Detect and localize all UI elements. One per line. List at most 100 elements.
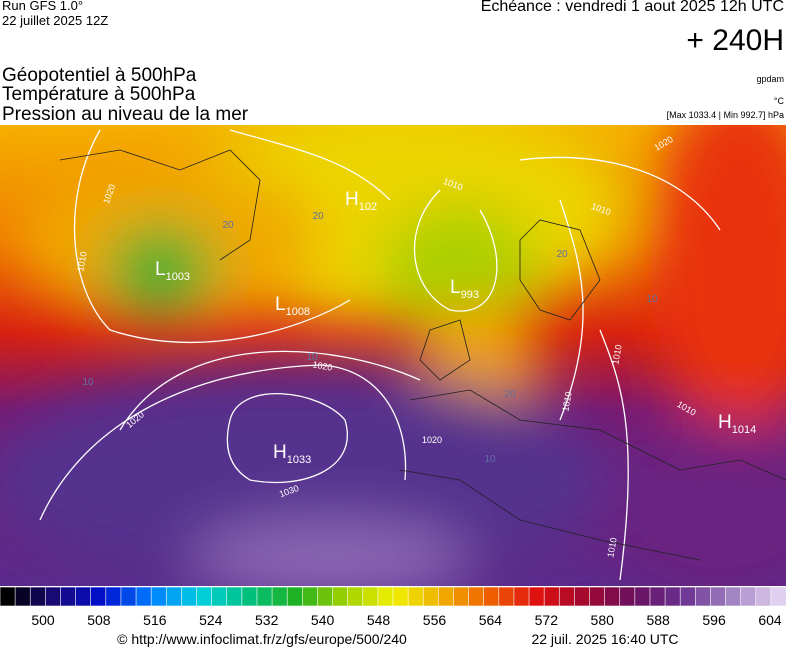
colorbar-tick-label: 532: [255, 612, 279, 628]
colorbar-swatch: [286, 586, 304, 607]
colorbar-swatch: [332, 586, 349, 607]
center-value: 102: [359, 201, 377, 213]
colorbar-swatch: [710, 586, 727, 607]
colorbar-tick-label: 516: [143, 612, 167, 628]
run-label: Run GFS 1.0°: [2, 0, 83, 13]
colorbar-swatch: [770, 586, 786, 607]
temperature-label: 10: [306, 352, 318, 363]
isobar-label: 1020: [422, 435, 442, 445]
pressure-center: L1008: [275, 294, 310, 318]
coastlines: [59, 149, 786, 561]
colorbar-swatch: [574, 586, 591, 607]
temperature-label: 10: [484, 454, 496, 465]
colorbar-swatch: [302, 586, 319, 607]
center-value: 1008: [286, 306, 310, 318]
isobar-label: 1010: [75, 251, 88, 272]
colorbar-swatch: [90, 586, 107, 607]
colorbar-swatch: [105, 586, 122, 607]
colorbar-tick-label: 556: [423, 612, 447, 628]
colorbar-swatch: [407, 586, 425, 607]
center-letter: L: [275, 294, 286, 315]
colorbar-swatch: [649, 586, 666, 607]
center-letter: H: [273, 442, 287, 463]
colorbar-swatch: [619, 586, 636, 607]
colorbar-swatch: [241, 586, 258, 607]
colorbar-swatch: [211, 586, 228, 607]
center-value: 1033: [287, 454, 311, 466]
echeance: Echéance : vendredi 1 aout 2025 12h UTC: [481, 0, 784, 15]
colorbar-swatch: [604, 586, 621, 607]
colorbar-swatch: [528, 586, 545, 607]
colorbar-swatch: [679, 586, 697, 607]
center-value: 993: [461, 289, 479, 301]
colorbar-tick-label: 500: [31, 612, 55, 628]
colorbar-tick-label: 604: [758, 612, 782, 628]
pressure-center: L1003: [155, 259, 190, 283]
run-date: 22 juillet 2025 12Z: [2, 13, 108, 28]
colorbar-tick-label: 508: [87, 612, 111, 628]
center-letter: L: [155, 259, 166, 280]
colorbar-swatch: [362, 586, 379, 607]
colorbar-swatch: [422, 586, 440, 607]
colorbar-swatch: [0, 586, 16, 607]
colorbar-swatch: [165, 586, 183, 607]
colorbar-swatch: [29, 586, 47, 607]
temperature-label: 20: [222, 220, 234, 231]
colorbar-swatch: [392, 586, 409, 607]
colorbar-tick-label: 596: [702, 612, 726, 628]
colorbar-swatch: [226, 586, 243, 607]
colorbar-swatch: [453, 586, 470, 607]
isobars: [39, 129, 721, 581]
title-line: Pression au niveau de la mer: [2, 104, 249, 125]
colorbar-tick-label: 580: [591, 612, 615, 628]
pressure-center: H1014: [718, 412, 756, 436]
center-letter: L: [450, 277, 461, 298]
pressure-center: L993: [450, 277, 479, 301]
isobar-label: 1010: [605, 537, 618, 558]
colorbar-swatch: [634, 586, 651, 607]
colorbar-swatch: [483, 586, 500, 607]
colorbar-swatch: [468, 586, 485, 607]
center-letter: H: [345, 189, 359, 210]
pressure-center: H102: [345, 189, 377, 213]
isobar-label: 1010: [560, 391, 573, 412]
colorbar-swatch: [60, 586, 77, 607]
colorbar-swatch: [135, 586, 152, 607]
center-value: 1014: [732, 424, 756, 436]
center-value: 1003: [166, 271, 190, 283]
colorbar-swatch: [589, 586, 606, 607]
colorbar-swatch: [740, 586, 757, 607]
center-letter: H: [718, 412, 732, 433]
colorbar-swatch: [14, 586, 32, 607]
colorbar-swatch: [543, 586, 561, 607]
colorbar-swatch: [513, 586, 530, 607]
map-field: [0, 125, 786, 586]
colorbar-swatch: [150, 586, 168, 607]
colorbar-swatch: [664, 586, 681, 607]
colorbar-swatch: [196, 586, 213, 607]
unit: gpdam: [756, 74, 784, 84]
colorbar-swatch: [558, 586, 576, 607]
colorbar-swatch: [271, 586, 288, 607]
colorbar-swatch: [120, 586, 137, 607]
colorbar-swatch: [75, 586, 92, 607]
title-line: Géopotentiel à 500hPa: [2, 65, 197, 86]
colorbar-tick-label: 548: [367, 612, 391, 628]
footer-url: © http://www.infoclimat.fr/z/gfs/europe/…: [117, 631, 407, 647]
colorbar-tick-label: 588: [646, 612, 670, 628]
colorbar-swatch: [181, 586, 198, 607]
temperature-label: 20: [504, 389, 516, 400]
colorbar-swatch: [377, 586, 394, 607]
pressure-center: H1033: [273, 442, 311, 466]
colorbar-tick-label: 524: [199, 612, 223, 628]
colorbar-swatch: [725, 586, 742, 607]
colorbar-swatch: [755, 586, 772, 607]
colorbar-swatch: [256, 586, 273, 607]
temperature-label: 10: [82, 377, 94, 388]
colorbar-swatch: [438, 586, 455, 607]
temperature-label: 20: [556, 249, 568, 260]
colorbar-swatch: [695, 586, 712, 607]
colorbar-tick-label: 540: [311, 612, 335, 628]
colorbar-tick-label: 564: [479, 612, 503, 628]
